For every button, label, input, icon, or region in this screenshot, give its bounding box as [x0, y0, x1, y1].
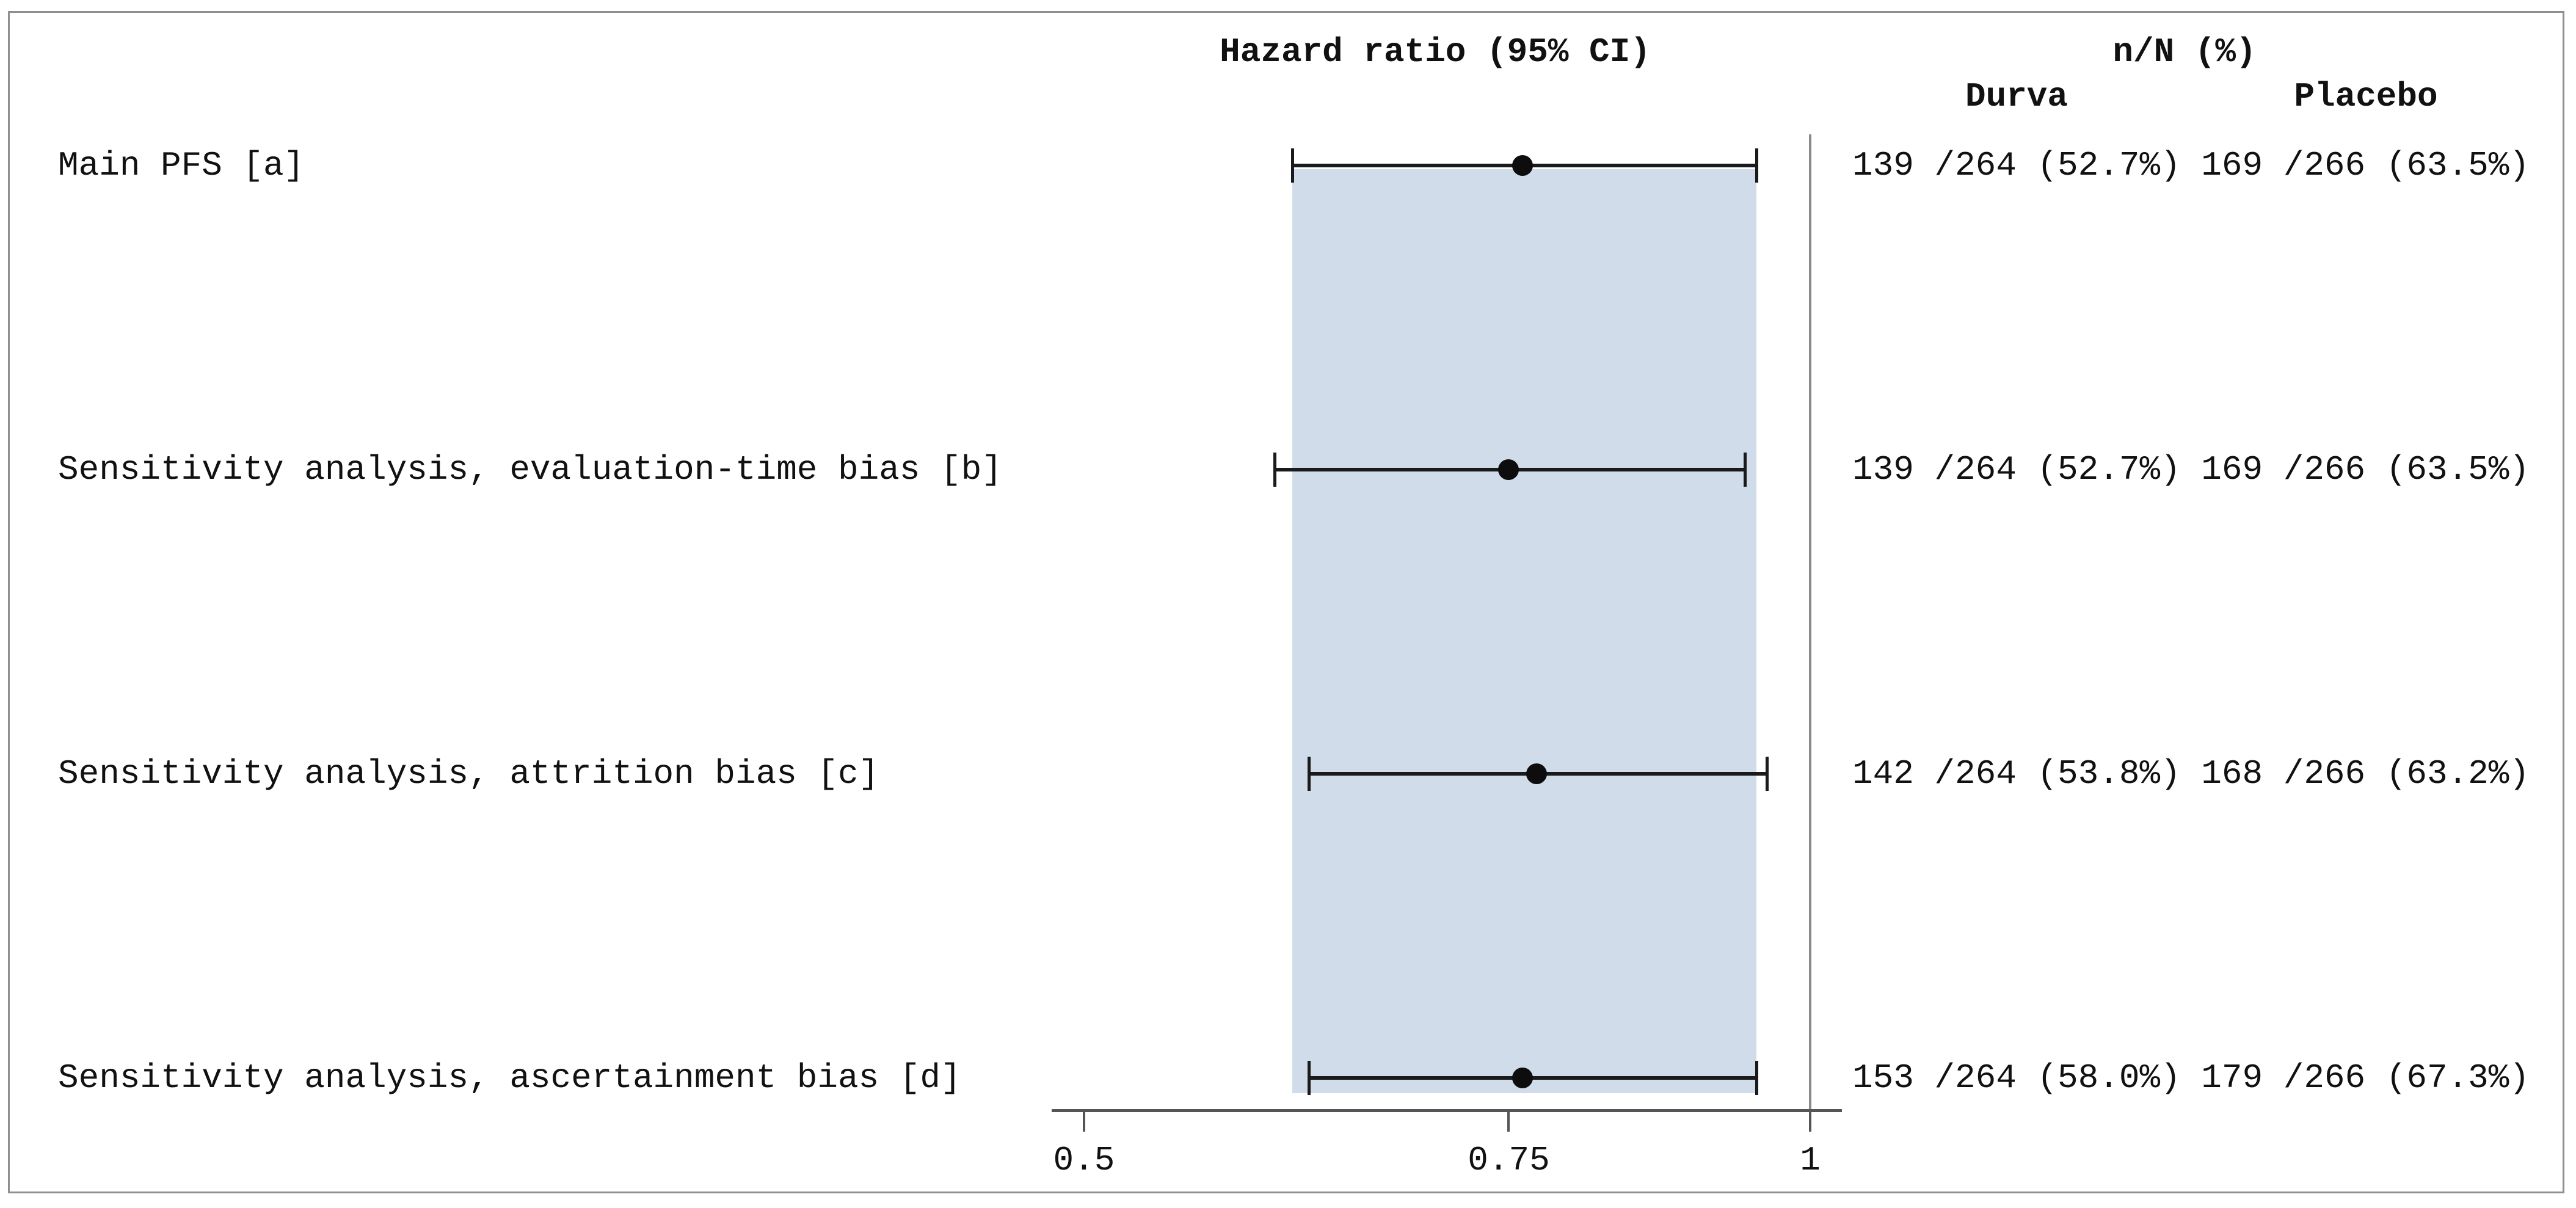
point-estimate-marker [1512, 155, 1534, 176]
ci-upper-cap [1755, 148, 1758, 183]
placebo-column-header: Placebo [2294, 77, 2438, 116]
ci-lower-cap [1273, 453, 1277, 487]
main-ci-shaded-band [1292, 169, 1756, 1093]
x-axis-tick [1809, 1112, 1811, 1132]
point-estimate-marker [1498, 459, 1519, 480]
reference-line-hr-1 [1809, 134, 1811, 1112]
ci-lower-cap [1308, 1061, 1311, 1095]
ci-upper-cap [1755, 1061, 1758, 1095]
row-event-counts: 139 /264 (52.7%) 169 /266 (63.5%) [1852, 450, 2530, 489]
x-axis-tick [1082, 1112, 1085, 1132]
x-axis-tick [1507, 1112, 1510, 1132]
point-estimate-marker [1526, 763, 1547, 784]
figure-border-frame [8, 11, 2564, 1193]
ci-upper-cap [1744, 453, 1747, 487]
x-axis-tick-label: 0.5 [1053, 1141, 1115, 1180]
row-event-counts: 153 /264 (58.0%) 179 /266 (67.3%) [1852, 1058, 2530, 1097]
hazard-ratio-column-header: Hazard ratio (95% CI) [1220, 32, 1651, 71]
ci-lower-cap [1308, 757, 1311, 791]
ci-upper-cap [1766, 757, 1769, 791]
x-axis-tick-label: 1 [1800, 1141, 1821, 1180]
x-axis-line [1052, 1109, 1842, 1112]
ci-lower-cap [1290, 148, 1294, 183]
x-axis-tick-label: 0.75 [1468, 1141, 1550, 1180]
row-event-counts: 139 /264 (52.7%) 169 /266 (63.5%) [1852, 146, 2530, 185]
row-event-counts: 142 /264 (53.8%) 168 /266 (63.2%) [1852, 754, 2530, 793]
row-label: Main PFS [a] [58, 146, 305, 185]
n-over-N-column-header: n/N (%) [2112, 32, 2257, 71]
durva-column-header: Durva [1965, 77, 2068, 116]
row-label: Sensitivity analysis, evaluation-time bi… [58, 450, 1002, 489]
row-label: Sensitivity analysis, ascertainment bias… [58, 1058, 961, 1097]
point-estimate-marker [1512, 1068, 1534, 1088]
row-label: Sensitivity analysis, attrition bias [c] [58, 754, 879, 793]
